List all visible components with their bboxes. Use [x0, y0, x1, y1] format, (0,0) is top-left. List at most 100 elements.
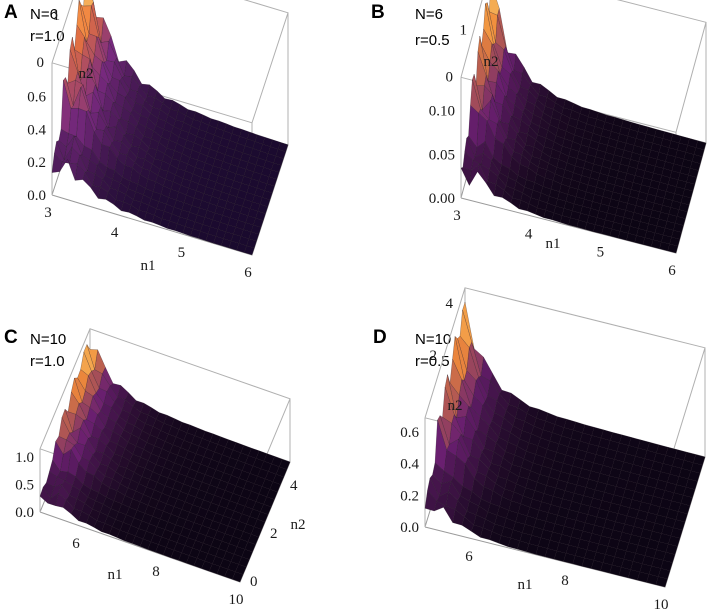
surface-cell: [178, 465, 191, 477]
surface-cell: [649, 530, 662, 543]
panel-c: C N=10 r=1.0 0.0 0.5 1.0 6 8 10 0 2 4 n1 n2: [0, 307, 363, 614]
surface-cell: [176, 491, 189, 503]
param-r: r=1.0: [30, 353, 65, 370]
x-tick-label: 5: [178, 245, 186, 261]
surface-cell: [55, 435, 67, 456]
x-axis-label: n1: [546, 236, 561, 252]
surface-cell: [76, 108, 87, 147]
surface-cell: [473, 514, 486, 529]
surface-cell: [98, 482, 110, 498]
y-tick-label: 0: [250, 574, 258, 590]
surface-cell: [185, 163, 196, 175]
surface-cell: [51, 152, 63, 173]
surface-cell: [635, 509, 649, 521]
surface-cell: [99, 144, 110, 168]
x-axis-label: n1: [518, 577, 533, 593]
surface-cell: [570, 210, 581, 221]
surface-cell: [224, 147, 236, 158]
surface-cell: [90, 423, 103, 440]
surface-cell: [477, 416, 490, 436]
surface-cell: [176, 191, 187, 203]
surface-cell: [608, 502, 621, 514]
surface-cell: [108, 110, 119, 128]
surface-cell: [594, 516, 607, 528]
surface-cell: [569, 109, 581, 121]
y-origin-label: 0: [37, 55, 45, 71]
surface-cell: [497, 70, 509, 97]
surface-cell: [205, 179, 217, 190]
param-n: N=10: [30, 331, 67, 348]
surface-cell: [550, 148, 561, 160]
surface-cell: [609, 467, 622, 479]
y-axis-label: n2: [484, 54, 499, 70]
surface-cell: [228, 240, 240, 251]
surface-cell: [466, 347, 479, 381]
surface-cell: [562, 490, 575, 502]
surface-cell: [586, 541, 600, 553]
surface-cell: [85, 515, 98, 528]
z-tick-label: 0.05: [429, 147, 455, 163]
surface-cell: [85, 109, 97, 133]
surface-cell: [568, 148, 580, 159]
surface-cell: [609, 131, 620, 142]
surface-cell: [77, 154, 88, 173]
surface-cell: [163, 414, 175, 427]
surface-cell: [584, 123, 596, 134]
surface-cell: [220, 238, 232, 249]
surface-cell: [598, 437, 611, 450]
surface-cell: [480, 486, 494, 504]
z-tick-label: 0.4: [27, 122, 46, 138]
surface-cell: [582, 198, 593, 209]
surface-cell: [477, 36, 489, 82]
surface-cell: [227, 140, 238, 151]
panel-b: B N=6 r=0.5 0.000.050.1034561230n1n2: [363, 0, 726, 307]
surface-cell: [573, 519, 586, 532]
surface-cell: [156, 141, 168, 154]
surface-cell: [147, 112, 159, 126]
surface-cell: [457, 495, 470, 512]
surface-cell: [170, 549, 182, 561]
surface-cell: [663, 191, 675, 201]
surface-cell: [462, 150, 474, 171]
surface-cell: [225, 543, 238, 555]
z-tick-label: 0.6: [400, 425, 419, 441]
z-tick-label: 0.4: [400, 457, 419, 473]
surface-cell: [105, 191, 117, 205]
surface-cell: [549, 531, 563, 543]
x-tick-label: 8: [561, 573, 569, 589]
surface-cell: [174, 142, 185, 154]
surface-cell: [572, 555, 585, 567]
surface-cell: [209, 195, 220, 207]
surface-cell: [218, 540, 230, 552]
surface-cell: [216, 120, 227, 132]
surface-cell: [488, 0, 500, 16]
surface: [460, 0, 707, 254]
surface-cell: [668, 207, 680, 217]
surface-cell: [508, 392, 521, 409]
surface-cell: [126, 460, 138, 473]
surface-cell: [513, 53, 525, 74]
surface-cell: [133, 191, 144, 203]
surface-cell: [526, 543, 539, 555]
surface-cell: [569, 465, 583, 477]
surface-cell: [535, 207, 546, 219]
surface-cell: [563, 552, 576, 565]
y-axis-label: n2: [291, 517, 306, 533]
surface-cell: [586, 215, 598, 225]
param-r: r=0.5: [415, 32, 450, 49]
surface-cell: [600, 562, 613, 574]
surface-cell: [169, 158, 181, 170]
surface-cell: [119, 176, 131, 190]
surface-cell: [231, 571, 244, 583]
surface-cell: [655, 576, 668, 588]
surface-cell: [597, 473, 610, 485]
surface-cell: [605, 546, 618, 558]
surface-cell: [510, 197, 522, 210]
surface-cell: [183, 432, 195, 444]
surface-cell: [60, 80, 72, 135]
surface-cell: [193, 514, 206, 526]
surface: [51, 0, 289, 256]
surface-cell: [490, 451, 504, 467]
surface-cell: [475, 505, 489, 520]
surface-plot-c: 0.0 0.5 1.0 6 8 10 0 2 4 n1 n2: [15, 328, 306, 608]
